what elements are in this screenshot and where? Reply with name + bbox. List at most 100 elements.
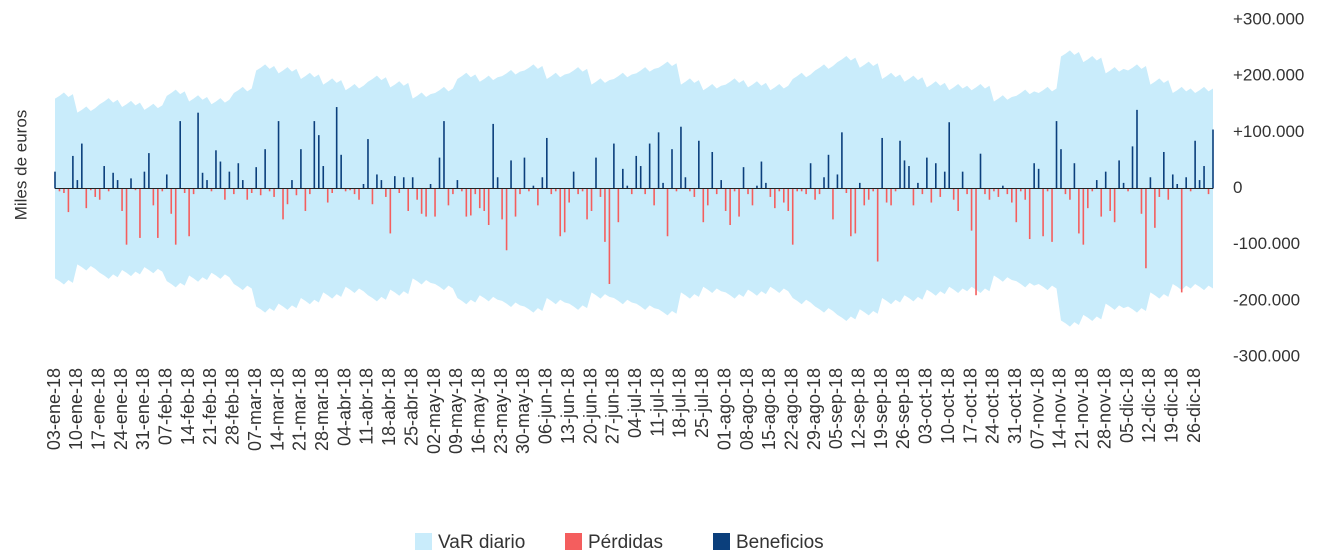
bar [1180, 188, 1183, 293]
x-tick-label: 14-nov-18 [1050, 368, 1070, 449]
bar [653, 188, 655, 206]
x-tick-label: 17-oct-18 [960, 368, 980, 444]
bar [470, 188, 472, 216]
x-tick-label: 14-mar-18 [267, 368, 287, 451]
bar [720, 180, 722, 189]
bar [72, 155, 74, 189]
bar [890, 188, 892, 206]
bar [188, 188, 190, 237]
bar [416, 188, 418, 200]
bar [711, 151, 714, 189]
bar [1163, 151, 1165, 189]
bar [367, 139, 369, 189]
x-tick-label: 05-dic-18 [1117, 368, 1137, 443]
bar [568, 188, 570, 203]
bar [729, 188, 731, 226]
bar [702, 188, 705, 223]
bar [572, 171, 575, 189]
bar [349, 188, 351, 191]
bar [376, 174, 378, 189]
x-tick-label: 28-nov-18 [1094, 368, 1114, 449]
x-tick-label: 07-nov-18 [1027, 368, 1047, 449]
bar [210, 188, 213, 192]
x-tick-label: 23-may-18 [491, 368, 511, 454]
bar [241, 180, 244, 189]
x-tick-label: 07-mar-18 [245, 368, 265, 451]
x-tick-label: 15-ago-18 [759, 368, 779, 450]
bar [617, 188, 620, 223]
bar [1006, 188, 1009, 195]
bar [1198, 180, 1201, 189]
bar [1069, 188, 1071, 200]
bar [492, 123, 494, 189]
bar [818, 188, 821, 195]
x-tick-label: 10-ene-18 [66, 368, 86, 450]
bar [125, 188, 128, 245]
bar [876, 188, 879, 262]
bar [957, 188, 959, 211]
bar [1024, 188, 1027, 200]
bar [1149, 177, 1152, 189]
bar [107, 188, 110, 192]
bar [689, 188, 691, 192]
bar [899, 140, 901, 189]
x-tick-label: 18-abr-18 [379, 368, 399, 446]
bar [765, 182, 767, 189]
bar [304, 188, 307, 211]
bar [317, 135, 320, 189]
bar [1095, 180, 1098, 189]
bar [675, 188, 678, 192]
bar [174, 188, 177, 245]
bar [371, 188, 374, 205]
bar [836, 174, 839, 189]
x-tick-label: 01-ago-18 [714, 368, 734, 450]
bar [1042, 188, 1044, 237]
bar [340, 154, 342, 189]
bar [796, 188, 798, 192]
bar [483, 188, 486, 211]
bar [474, 188, 477, 195]
bar [850, 188, 852, 237]
bar [1078, 188, 1080, 234]
bar [550, 188, 553, 195]
bar [246, 188, 249, 200]
bar [224, 188, 226, 200]
bar [671, 149, 673, 189]
bar [742, 167, 745, 189]
bar [800, 188, 803, 192]
bar [1100, 188, 1103, 217]
x-tick-label: 31-oct-18 [1005, 368, 1025, 444]
bar [192, 188, 195, 195]
legend-item: Beneficios [713, 532, 824, 553]
y-tick-label: +300.000 [1233, 9, 1304, 28]
bar [183, 188, 186, 193]
bar [537, 188, 539, 206]
bar [662, 182, 664, 189]
bar [411, 177, 414, 189]
bar [250, 188, 253, 193]
bar [344, 188, 347, 192]
bar [943, 171, 946, 189]
bar [420, 188, 423, 214]
x-tick-label: 03-oct-18 [916, 368, 936, 444]
bar [505, 188, 508, 251]
bar [1051, 188, 1053, 242]
bar [81, 143, 83, 189]
bar [139, 188, 141, 238]
bar [1055, 121, 1058, 189]
bar [823, 177, 825, 189]
bar [684, 177, 687, 189]
bar [809, 163, 812, 189]
x-tick-label: 20-jun-18 [580, 368, 600, 444]
bar [89, 188, 92, 191]
y-tick-label: -100.000 [1233, 234, 1300, 253]
x-tick-label: 27-jun-18 [603, 368, 623, 444]
bar [908, 166, 910, 189]
bar [975, 188, 977, 296]
bar [912, 188, 915, 206]
bar [966, 188, 968, 195]
bar [112, 172, 114, 189]
bar [67, 188, 70, 213]
bar [465, 188, 468, 217]
bar [747, 188, 749, 195]
